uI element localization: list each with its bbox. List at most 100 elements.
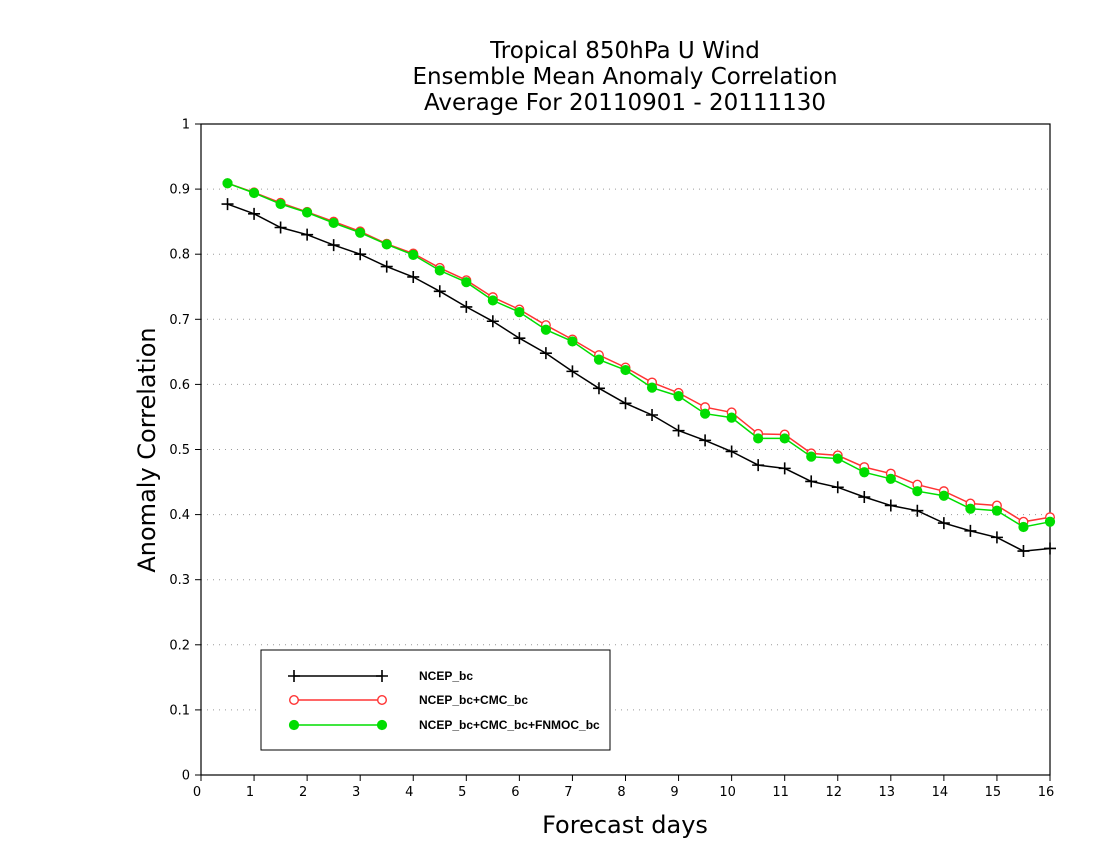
title-line-2: Ensemble Mean Anomaly Correlation bbox=[412, 64, 837, 90]
data-point bbox=[539, 347, 552, 360]
y-tick-label: 0.7 bbox=[169, 313, 190, 328]
data-point bbox=[831, 481, 844, 494]
data-point bbox=[779, 433, 790, 444]
data-point bbox=[912, 486, 923, 497]
data-point bbox=[514, 307, 525, 318]
legend-item: NCEP_bc+CMC_bc bbox=[289, 693, 528, 707]
title-line-1: Tropical 850hPa U Wind bbox=[489, 38, 760, 64]
data-point bbox=[832, 453, 843, 464]
x-tick-label: 7 bbox=[564, 785, 572, 800]
x-tick-label: 0 bbox=[193, 785, 201, 800]
x-tick-label: 14 bbox=[932, 785, 949, 800]
x-tick-label: 5 bbox=[458, 785, 466, 800]
legend-marker bbox=[288, 719, 300, 731]
data-point bbox=[222, 178, 233, 189]
data-point bbox=[858, 491, 871, 504]
data-point bbox=[806, 451, 817, 462]
data-point bbox=[380, 260, 393, 273]
y-tick-label: 0.2 bbox=[169, 638, 190, 653]
series-lines bbox=[221, 178, 1056, 558]
y-tick-label: 0.9 bbox=[169, 183, 190, 198]
data-point bbox=[938, 490, 949, 501]
x-tick-label: 2 bbox=[299, 785, 307, 800]
y-tick-label: 0.1 bbox=[169, 703, 190, 718]
y-tick-label: 0.8 bbox=[169, 248, 190, 263]
series-line bbox=[227, 182, 1051, 528]
data-point bbox=[646, 408, 659, 421]
y-tick-label: 1 bbox=[182, 118, 190, 133]
data-point bbox=[434, 265, 445, 276]
legend-label: NCEP_bc bbox=[419, 669, 473, 683]
x-tick-label: 3 bbox=[352, 785, 360, 800]
data-point bbox=[699, 434, 712, 447]
legend-marker bbox=[288, 670, 300, 682]
x-tick-label: 1 bbox=[246, 785, 254, 800]
y-tick-label: 0.4 bbox=[169, 508, 190, 523]
data-point bbox=[752, 459, 765, 472]
data-point bbox=[885, 473, 896, 484]
data-point bbox=[513, 332, 526, 345]
legend-label: NCEP_bc+CMC_bc+FNMOC_bc bbox=[419, 718, 600, 732]
x-tick-label: 8 bbox=[617, 785, 625, 800]
data-point bbox=[991, 505, 1003, 516]
data-point bbox=[646, 382, 658, 393]
data-point bbox=[221, 198, 234, 211]
data-point bbox=[859, 467, 870, 478]
data-point bbox=[248, 207, 261, 220]
data-point bbox=[328, 217, 339, 229]
data-point bbox=[567, 336, 578, 347]
data-point bbox=[327, 239, 340, 252]
data-point bbox=[911, 504, 924, 517]
series-line bbox=[227, 182, 1051, 523]
data-point bbox=[381, 239, 392, 250]
data-point bbox=[1018, 521, 1029, 533]
data-point bbox=[355, 227, 366, 238]
legend-marker bbox=[377, 695, 388, 706]
data-point bbox=[620, 364, 631, 376]
data-point bbox=[672, 424, 685, 437]
data-point bbox=[274, 221, 287, 234]
data-point bbox=[884, 499, 897, 512]
data-point bbox=[486, 315, 499, 328]
data-point bbox=[433, 285, 446, 298]
data-point bbox=[1044, 516, 1056, 527]
series-line bbox=[227, 203, 1051, 552]
x-tick-label: 13 bbox=[879, 785, 896, 800]
legend-label: NCEP_bc+CMC_bc bbox=[419, 693, 528, 707]
data-point bbox=[1017, 545, 1030, 558]
data-point bbox=[778, 462, 791, 475]
data-point bbox=[1044, 542, 1056, 555]
legend-marker bbox=[289, 695, 300, 706]
x-tick-label: 11 bbox=[772, 785, 789, 800]
x-tick-label: 6 bbox=[511, 785, 519, 800]
data-point bbox=[593, 354, 605, 365]
data-point bbox=[990, 531, 1003, 544]
data-point bbox=[461, 277, 472, 288]
legend-marker bbox=[376, 670, 388, 682]
y-tick-label: 0.6 bbox=[169, 378, 190, 393]
data-point bbox=[487, 295, 498, 306]
data-point bbox=[301, 228, 314, 241]
x-tick-label: 10 bbox=[719, 785, 736, 800]
data-point bbox=[805, 475, 818, 488]
y-tick-label: 0 bbox=[182, 769, 190, 784]
data-point bbox=[460, 300, 473, 313]
y-tick-label: 0.3 bbox=[169, 573, 190, 588]
data-point bbox=[699, 408, 711, 419]
data-point bbox=[592, 382, 605, 395]
series-1 bbox=[221, 198, 1056, 558]
data-point bbox=[302, 207, 313, 218]
y-axis-title: Anomaly Correlation bbox=[133, 327, 161, 572]
x-tick-label: 4 bbox=[405, 785, 413, 800]
x-tick-label: 9 bbox=[670, 785, 678, 800]
data-point bbox=[619, 397, 632, 410]
data-point bbox=[408, 249, 419, 260]
legend-item: NCEP_bc bbox=[288, 669, 473, 683]
legend: NCEP_bc NCEP_bc+CMC_bc NCEP_bc+CMC_bc+FNMO… bbox=[260, 649, 611, 751]
data-point bbox=[937, 517, 950, 530]
series-2 bbox=[222, 178, 1055, 527]
data-point bbox=[726, 412, 737, 423]
